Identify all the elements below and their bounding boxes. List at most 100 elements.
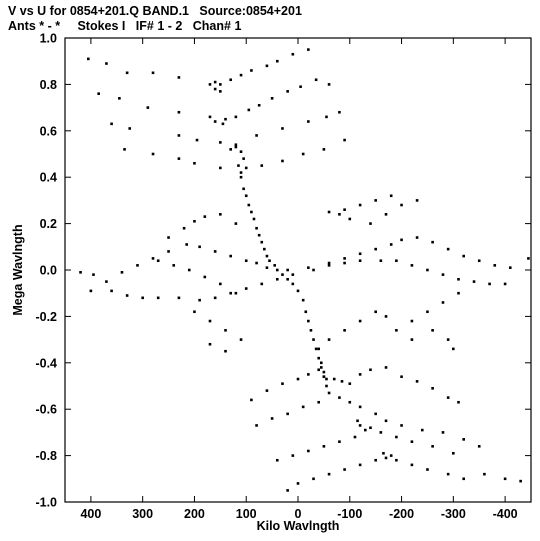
data-point: [343, 208, 346, 211]
data-point: [252, 217, 256, 221]
x-tick-label: 400: [80, 507, 101, 521]
data-point: [286, 277, 289, 281]
data-point: [374, 247, 377, 251]
data-point: [358, 203, 362, 207]
data-point: [343, 468, 346, 471]
data-point: [242, 157, 245, 160]
data-point: [167, 250, 170, 253]
data-point: [182, 226, 186, 230]
data-point: [110, 122, 113, 126]
data-point: [477, 259, 481, 263]
data-point: [203, 275, 207, 279]
data-point: [307, 449, 310, 453]
data-point: [219, 166, 222, 170]
data-point: [477, 445, 481, 448]
data-point: [415, 236, 419, 239]
data-point: [208, 319, 212, 323]
data-point: [219, 141, 222, 144]
data-point: [125, 294, 129, 297]
data-point: [255, 424, 258, 427]
data-point: [327, 210, 331, 214]
data-point: [519, 479, 522, 483]
data-point: [213, 250, 217, 253]
data-point: [301, 152, 305, 156]
data-point: [395, 329, 398, 332]
data-point: [312, 477, 315, 481]
data-point: [239, 171, 243, 174]
data-point: [503, 282, 507, 286]
data-point: [395, 259, 398, 263]
data-point: [304, 310, 308, 314]
data-point: [410, 264, 414, 267]
data-point: [234, 222, 238, 225]
x-tick-label: -100: [337, 507, 362, 521]
data-point: [369, 426, 372, 430]
data-point: [322, 445, 326, 448]
data-point: [260, 164, 264, 167]
data-point: [317, 356, 321, 360]
y-tick-label: -0.6: [35, 403, 57, 417]
data-point: [105, 280, 108, 283]
data-point: [369, 222, 372, 225]
data-points: [79, 48, 530, 492]
data-point: [237, 164, 240, 167]
data-point: [286, 268, 289, 272]
data-point: [312, 338, 315, 341]
data-point: [340, 380, 344, 383]
data-point: [358, 424, 362, 427]
data-point: [400, 424, 403, 427]
data-point: [260, 282, 264, 286]
data-point: [332, 377, 336, 381]
data-point: [307, 319, 310, 323]
data-point: [446, 396, 450, 399]
data-point: [273, 264, 276, 267]
data-point: [382, 451, 385, 455]
data-point: [87, 57, 90, 61]
data-point: [146, 106, 150, 109]
data-point: [379, 259, 383, 263]
data-point: [265, 64, 269, 68]
data-point: [193, 161, 196, 165]
data-point: [343, 261, 346, 265]
data-point: [431, 329, 434, 332]
data-point: [325, 384, 328, 388]
data-point: [426, 310, 429, 314]
data-point: [503, 477, 507, 481]
x-tick-label: 100: [236, 507, 257, 521]
x-tick-label: -400: [493, 507, 518, 521]
data-point: [446, 247, 450, 251]
data-point: [358, 373, 362, 376]
data-point: [265, 266, 269, 269]
y-tick-label: 0.4: [40, 171, 57, 185]
data-point: [177, 76, 181, 79]
data-point: [358, 259, 362, 263]
data-point: [400, 375, 403, 379]
data-point: [275, 268, 279, 272]
data-point: [234, 115, 238, 119]
data-point: [239, 73, 243, 77]
data-point: [195, 138, 199, 142]
data-point: [327, 83, 331, 86]
data-point: [177, 134, 181, 137]
data-point: [213, 120, 217, 123]
data-point: [275, 277, 279, 281]
data-point: [374, 310, 377, 314]
data-point: [221, 122, 225, 126]
plot-title: V vs U for 0854+201.Q BAND.1 Source:0854…: [8, 4, 302, 18]
data-point: [320, 366, 323, 369]
data-point: [296, 377, 300, 381]
data-point: [219, 213, 222, 216]
data-point: [317, 368, 321, 372]
data-point: [384, 366, 388, 369]
data-point: [268, 259, 271, 263]
data-point: [307, 120, 310, 123]
data-point: [431, 445, 434, 448]
data-point: [317, 347, 321, 351]
data-point: [177, 157, 181, 160]
data-point: [263, 247, 266, 251]
data-point: [348, 382, 352, 385]
data-point: [244, 194, 248, 198]
data-point: [301, 405, 305, 409]
data-point: [291, 454, 295, 457]
data-point: [151, 257, 155, 260]
